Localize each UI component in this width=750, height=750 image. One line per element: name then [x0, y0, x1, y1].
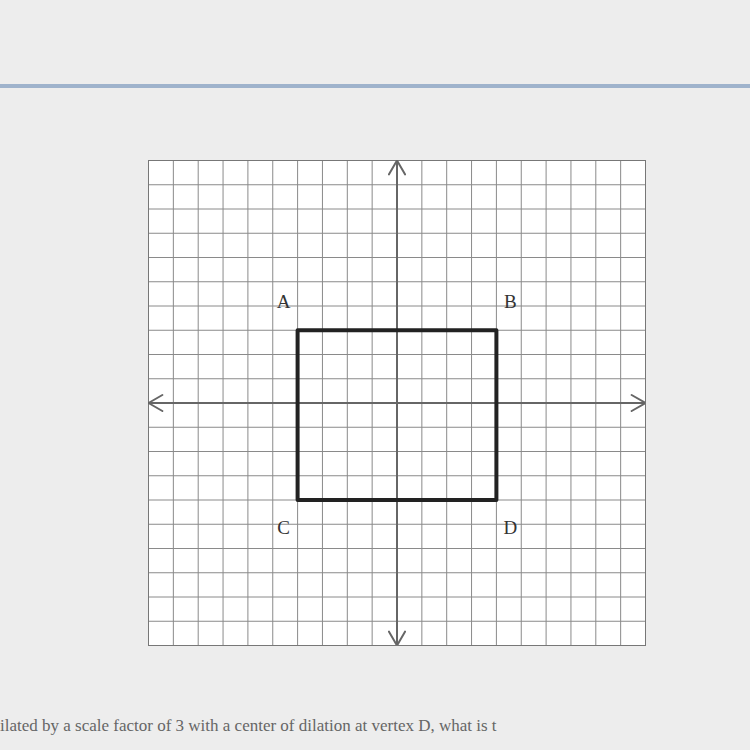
svg-text:C: C [277, 517, 290, 538]
svg-text:D: D [504, 517, 518, 538]
svg-text:A: A [277, 291, 291, 312]
html-text:ilated by a scale factor of 3: ilated by a scale factor of 3 with a cen… [0, 716, 497, 735]
svg-text:B: B [504, 291, 517, 312]
